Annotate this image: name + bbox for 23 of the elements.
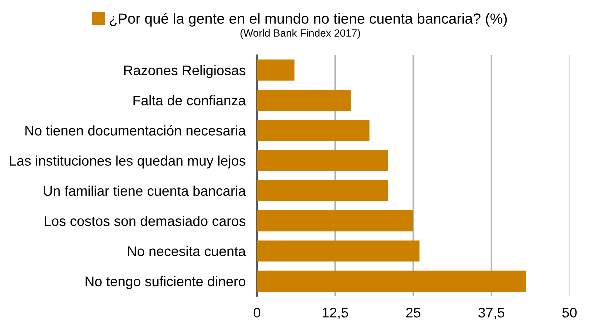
y-tick-label: Un familiar tiene cuenta bancaria <box>44 186 246 196</box>
x-tick-label: 50 <box>562 308 577 318</box>
bar <box>257 60 295 81</box>
y-tick-label: Falta de confianza <box>134 95 246 106</box>
y-tick-label: No tengo suficiente dinero <box>86 276 246 290</box>
bar <box>257 150 388 172</box>
x-tick-label: 25 <box>406 308 421 318</box>
y-tick-label: No necesita cuenta <box>128 246 246 256</box>
bar <box>257 240 420 262</box>
bar <box>257 270 526 292</box>
y-tick-label: No tienen documentación necesaria <box>26 125 246 136</box>
bar <box>257 210 414 232</box>
x-tick-label: 0 <box>254 308 261 318</box>
bar <box>257 90 351 112</box>
y-tick-label: Razones Religiosas <box>124 65 246 78</box>
bar <box>257 180 388 202</box>
x-tick-label: 12,5 <box>322 308 348 320</box>
chart-subtitle: (World Bank Findex 2017) <box>240 29 360 40</box>
y-tick-label: Las instituciones les quedan muy lejos <box>10 156 246 169</box>
bar <box>257 120 370 142</box>
x-tick-label: 37,5 <box>478 308 505 320</box>
legend-label: ¿Por qué la gente en el mundo no tiene cuenta bancaria? (%) <box>110 13 508 27</box>
y-tick-label: Los costos son demasiado caros <box>45 216 246 226</box>
